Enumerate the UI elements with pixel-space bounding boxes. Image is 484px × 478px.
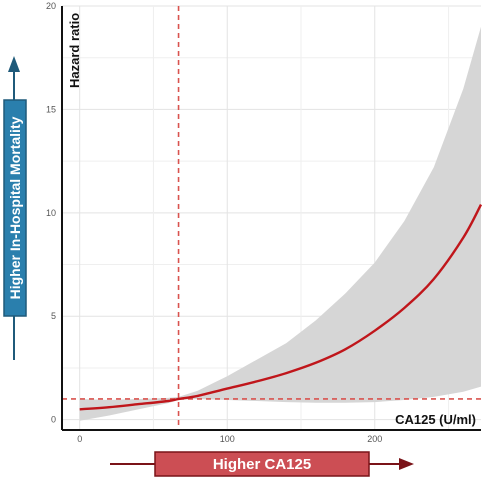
x-tick-label: 100 [220, 434, 235, 444]
y-tick-labels: 0 5 10 15 20 [46, 1, 56, 425]
confidence-band [79, 26, 481, 421]
x-axis-title: CA125 (U/ml) [395, 412, 476, 427]
y-banner-box [3, 99, 27, 317]
x-tick-label: 200 [367, 434, 382, 444]
y-tick-label: 0 [51, 415, 56, 425]
y-banner-label: Higher In-Hospital Mortality [7, 116, 23, 299]
x-tick-labels: 0 100 200 [77, 434, 382, 444]
x-tick-label: 0 [77, 434, 82, 444]
hazard-ratio-curve [79, 204, 483, 411]
x-banner-label: Higher CA125 [213, 456, 311, 473]
right-arrow-icon [399, 458, 414, 470]
y-tick-label: 5 [51, 311, 56, 321]
y-annotation: Higher In-Hospital Mortality [3, 56, 27, 360]
reference-lines [62, 6, 481, 430]
y-tick-label: 10 [46, 208, 56, 218]
up-arrow-icon [8, 56, 20, 72]
x-annotation: Higher CA125 [110, 451, 414, 477]
y-tick-label: 20 [46, 1, 56, 11]
y-axis-title: Hazard ratio [67, 13, 82, 88]
x-banner-box [154, 451, 370, 477]
y-tick-label: 15 [46, 104, 56, 114]
